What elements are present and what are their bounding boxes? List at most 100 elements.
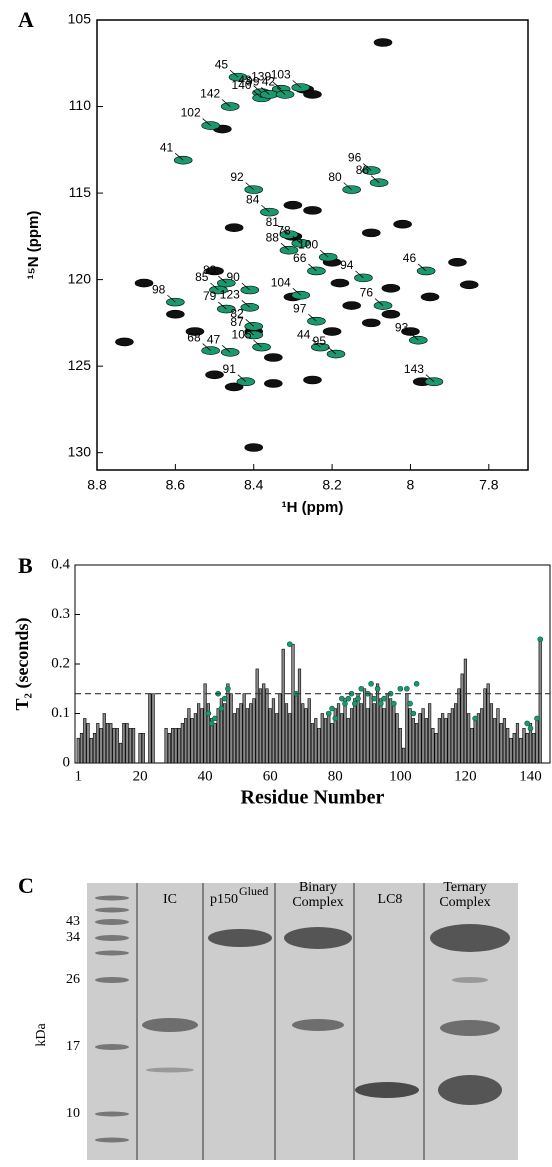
bar <box>255 668 259 764</box>
bar <box>343 698 347 764</box>
x-tick-label: 8.8 <box>87 477 107 493</box>
bar <box>493 718 497 764</box>
bar <box>128 728 132 764</box>
bar <box>92 732 97 764</box>
panel-label: B <box>18 553 33 578</box>
label-leader <box>241 300 251 308</box>
peak-label: 82 <box>230 307 244 321</box>
label-leader <box>319 249 329 258</box>
x-tick-label: 8.4 <box>244 477 264 493</box>
bar <box>125 723 129 764</box>
y-axis-label: kDa <box>34 1023 49 1047</box>
x-tick-label: 8 <box>407 477 415 493</box>
ladder <box>95 895 129 1143</box>
label-leader <box>237 374 247 383</box>
lane-separators <box>136 883 425 1160</box>
point <box>325 710 332 717</box>
label-leader <box>343 182 352 190</box>
peak <box>205 370 224 380</box>
point <box>355 695 361 702</box>
point <box>381 695 387 702</box>
peak-label: 140 <box>232 78 252 92</box>
point <box>351 700 358 707</box>
label-leader <box>261 204 270 213</box>
bar <box>294 693 298 764</box>
peak-label: 94 <box>340 258 354 272</box>
point <box>332 715 339 722</box>
bar <box>476 713 481 764</box>
bar <box>301 703 305 764</box>
bar <box>519 737 523 764</box>
label-leader <box>218 275 227 284</box>
bar <box>323 718 328 764</box>
point <box>371 695 378 702</box>
label-leader <box>410 332 419 341</box>
x-tick-label: 40 <box>198 768 213 784</box>
peak <box>303 206 322 215</box>
bar <box>171 728 175 764</box>
lane-label: p150 <box>210 892 238 907</box>
bar <box>418 713 422 764</box>
peak-label: 88 <box>266 230 280 244</box>
bar <box>203 683 207 764</box>
label-leader <box>218 301 227 310</box>
bar <box>148 693 152 764</box>
bar <box>89 737 93 764</box>
label-leader <box>245 182 254 190</box>
peak <box>381 309 401 319</box>
bar <box>223 703 227 764</box>
bar <box>206 703 210 764</box>
point <box>286 641 293 648</box>
x-tick-label: 140 <box>519 768 542 784</box>
point <box>404 685 410 692</box>
bar <box>187 708 191 764</box>
label-leader <box>292 287 302 296</box>
bar <box>197 703 201 764</box>
point <box>208 720 215 727</box>
peak-label: 91 <box>223 362 237 376</box>
bar <box>297 668 302 764</box>
bar <box>265 688 269 764</box>
bar <box>431 728 435 764</box>
gel-image <box>87 883 518 1160</box>
bar <box>379 698 383 764</box>
peak <box>459 280 479 290</box>
bar <box>330 723 334 764</box>
point <box>534 715 540 722</box>
label-leader <box>363 163 372 171</box>
peak <box>185 327 205 336</box>
peak-label: 95 <box>313 334 327 348</box>
marker-label: 26 <box>66 972 80 987</box>
label-leader <box>370 175 380 183</box>
bar <box>457 688 461 764</box>
peak-label: 143 <box>404 362 424 376</box>
bar <box>463 658 468 764</box>
label-leader <box>229 69 239 78</box>
bar <box>239 703 243 764</box>
bar <box>232 713 237 764</box>
peak-label: 105 <box>232 327 252 341</box>
bar <box>96 723 100 764</box>
peak <box>361 318 381 328</box>
peak-label: 81 <box>266 215 280 229</box>
bar <box>515 723 520 764</box>
bar <box>174 728 178 764</box>
bar <box>411 718 415 764</box>
y-axis-label: T₂ (seconds) <box>12 618 33 711</box>
bar <box>327 713 331 764</box>
bar <box>190 718 194 764</box>
peak <box>342 301 361 310</box>
bar <box>538 638 542 764</box>
point <box>374 685 381 692</box>
bar <box>79 732 84 764</box>
label-leader <box>253 339 262 348</box>
y-tick-label: 120 <box>68 270 92 286</box>
bar <box>242 693 246 764</box>
bar <box>502 718 507 764</box>
bar <box>307 698 311 764</box>
label-leader <box>292 80 302 88</box>
point <box>378 700 384 707</box>
peak-label: 83 <box>203 263 217 277</box>
point <box>358 685 365 692</box>
